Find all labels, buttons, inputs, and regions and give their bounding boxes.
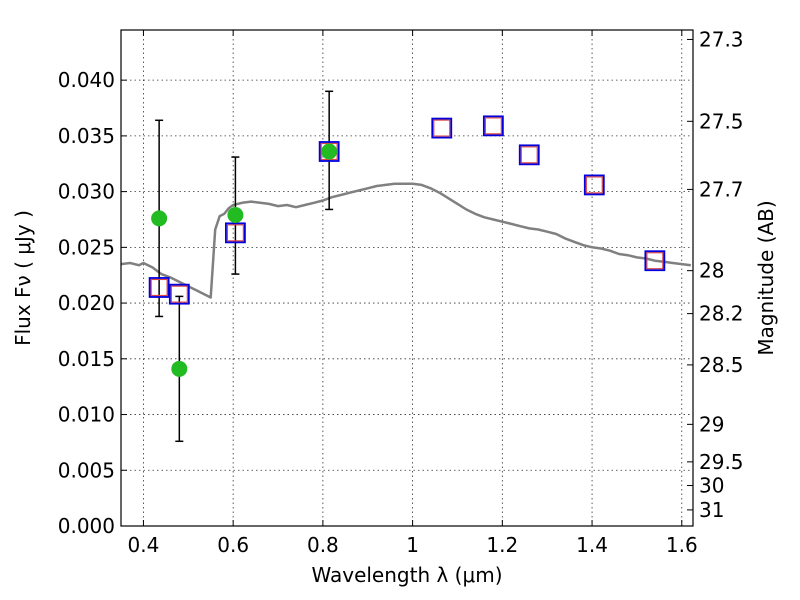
model-point-inner <box>226 224 244 242</box>
magnitude-tick-label: 28.2 <box>699 302 744 326</box>
x-axis-title: Wavelength λ (μm) <box>311 563 502 587</box>
model-spectrum <box>121 182 691 299</box>
model-point <box>482 115 504 137</box>
y-tick-label: 0.015 <box>58 347 115 371</box>
y-tick-label: 0.025 <box>58 235 115 259</box>
y-tick-label: 0.040 <box>58 68 115 92</box>
model-point <box>318 141 340 162</box>
magnitude-tick-label: 28.5 <box>699 353 744 377</box>
magnitude-tick-label: 31 <box>699 498 724 522</box>
observed-point <box>321 143 338 160</box>
plot-frame <box>120 29 694 527</box>
observed-point <box>227 207 244 224</box>
error-bars <box>155 90 334 443</box>
model-point <box>224 222 246 244</box>
model-point-inner <box>150 278 168 297</box>
model-point <box>431 117 453 139</box>
model-point-inner <box>484 117 502 135</box>
observed-point <box>171 360 188 377</box>
axes: 0.4 0.6 0.8 1 1.2 1.4 1.6 0.000 0.005 0.010 0.015 0… <box>58 27 744 557</box>
y-tick-label: 0.000 <box>58 514 115 538</box>
model-photometry <box>148 115 666 305</box>
model-point <box>583 174 605 196</box>
magnitude-tick-label: 27.7 <box>699 177 744 201</box>
magnitude-tick-label: 30 <box>699 474 724 498</box>
y-axis-title: Flux Fν ( μJy ) <box>11 210 35 346</box>
model-point-inner <box>585 176 603 194</box>
grid <box>121 30 693 527</box>
magnitude-tick-label: 27.3 <box>699 27 744 51</box>
magnitude-axis-title: Magnitude (AB) <box>754 200 778 355</box>
model-point <box>518 144 540 166</box>
x-tick-label: 1.6 <box>666 533 698 557</box>
model-point-inner <box>170 285 188 303</box>
model-point-inner <box>520 146 538 164</box>
magnitude-tick-label: 28 <box>699 259 724 283</box>
y-tick-label: 0.035 <box>58 124 115 148</box>
x-tick-label: 1.4 <box>576 533 608 557</box>
x-tick-label: 1.2 <box>486 533 518 557</box>
y-tick-label: 0.005 <box>58 458 115 482</box>
model-point <box>148 277 170 298</box>
observed-point <box>151 210 168 227</box>
observed-photometry <box>151 143 338 377</box>
magnitude-tick-label: 29.5 <box>699 450 744 474</box>
model-point <box>168 283 190 305</box>
x-tick-label: 0.6 <box>217 533 249 557</box>
x-tick-label: 0.8 <box>307 533 339 557</box>
model-point-inner <box>646 252 664 270</box>
y-tick-label: 0.010 <box>58 403 115 427</box>
spectrum-line <box>121 182 691 299</box>
magnitude-tick-label: 27.5 <box>699 109 744 133</box>
model-point-inner <box>433 119 451 137</box>
y-tick-label: 0.030 <box>58 180 115 204</box>
model-point <box>644 250 666 272</box>
x-tick-label: 1 <box>406 533 419 557</box>
x-tick-label: 0.4 <box>128 533 160 557</box>
magnitude-tick-label: 29 <box>699 412 724 436</box>
y-tick-label: 0.020 <box>58 291 115 315</box>
